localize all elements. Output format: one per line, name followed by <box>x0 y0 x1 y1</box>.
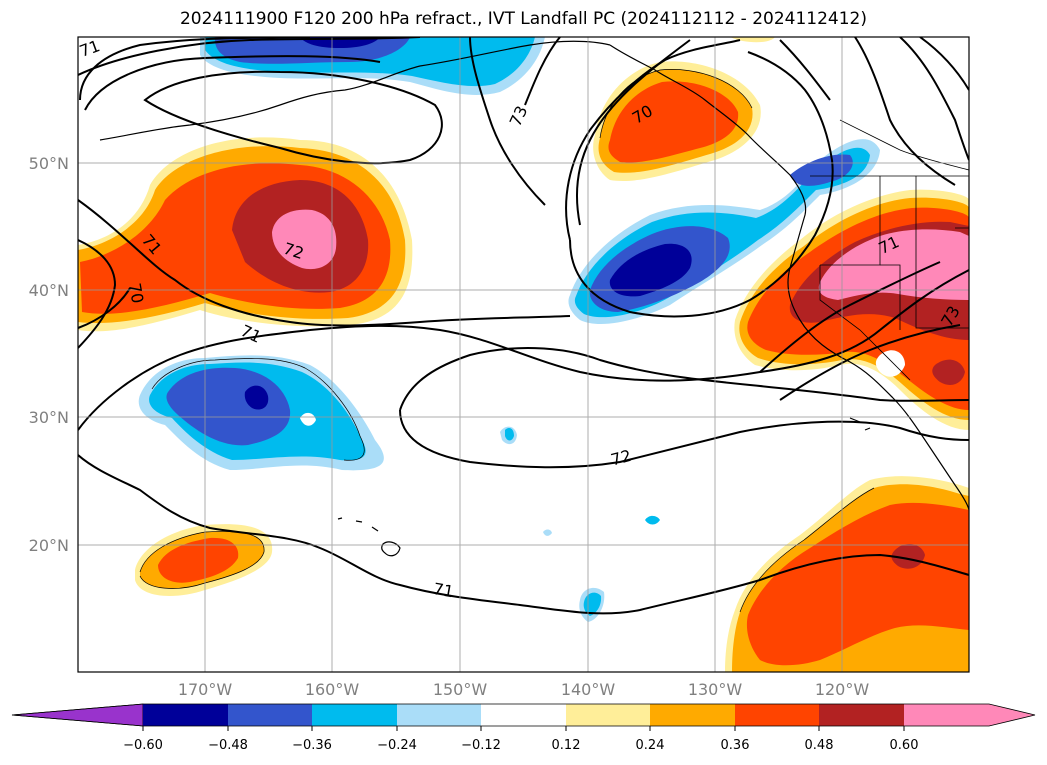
colorbar-swatch <box>312 704 397 726</box>
colorbar: −0.60 −0.48 −0.36 −0.24 −0.12 0.12 0.24 … <box>11 703 1036 753</box>
contour-label: 71 <box>77 36 103 61</box>
ne-pacific-negative-anomaly <box>568 139 880 325</box>
se-positive-anomaly <box>725 476 969 672</box>
colorbar-tick-label: 0.12 <box>552 738 581 753</box>
contour-label: 72 <box>609 446 634 470</box>
latitude-labels: 50°N 40°N 30°N 20°N <box>29 154 69 555</box>
contour-label: 71 <box>432 579 455 601</box>
map-frame <box>77 36 970 673</box>
colorbar-tick-label: −0.60 <box>123 738 163 753</box>
lon-label-130w: 130°W <box>688 680 743 699</box>
colorbar-swatch <box>228 704 312 726</box>
map-title: 2024111900 F120 200 hPa refract., IVT La… <box>179 9 867 29</box>
colorbar-tick-label: 0.48 <box>805 738 834 753</box>
colorbar-tick-label: −0.24 <box>377 738 417 753</box>
colorbar-tick-label: −0.48 <box>208 738 248 753</box>
refractivity-contours <box>78 37 969 615</box>
colorbar-swatch <box>143 704 228 726</box>
lon-label-140w: 140°W <box>561 680 616 699</box>
lon-label-160w: 160°W <box>305 680 360 699</box>
colorbar-swatch <box>566 704 650 726</box>
colorbar-swatch <box>735 704 819 726</box>
lon-label-150w: 150°W <box>433 680 488 699</box>
lat-label-20n: 20°N <box>29 536 69 555</box>
lat-label-30n: 30°N <box>29 408 69 427</box>
lon-label-170w: 170°W <box>178 680 233 699</box>
colorbar-swatch <box>481 704 566 726</box>
colorbar-swatch <box>397 704 481 726</box>
contour-label: 70 <box>125 281 147 304</box>
goa-positive-anomaly <box>593 61 761 181</box>
colorbar-extend-low <box>11 703 144 727</box>
colorbar-tick-label: −0.12 <box>461 738 501 753</box>
colorbar-ticks <box>142 726 905 731</box>
west-us-positive-anomaly <box>734 189 969 430</box>
north-negative-anomaly <box>200 37 775 95</box>
colorbar-tick-label: −0.36 <box>292 738 332 753</box>
colorbar-tick-label: 0.24 <box>636 738 665 753</box>
lat-label-50n: 50°N <box>29 154 69 173</box>
colorbar-tick-label: 0.36 <box>721 738 750 753</box>
colorbar-tick-label: 0.60 <box>890 738 919 753</box>
longitude-labels: 170°W 160°W 150°W 140°W 130°W 120°W <box>178 680 870 699</box>
colorbar-swatch <box>819 704 904 726</box>
nw-positive-anomaly <box>78 137 413 332</box>
graticule <box>78 37 969 672</box>
colorbar-swatch <box>650 704 735 726</box>
central-negative-anomaly <box>138 355 384 471</box>
lat-label-40n: 40°N <box>29 281 69 300</box>
map-area: 71 71 70 72 71 73 70 71 73 72 71 <box>77 36 969 672</box>
colorbar-extend-high <box>904 704 1035 726</box>
lon-label-120w: 120°W <box>815 680 870 699</box>
